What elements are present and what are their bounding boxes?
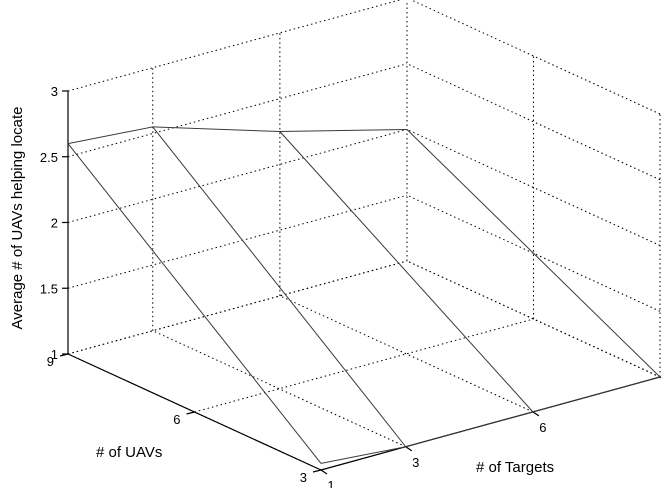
surface-edge <box>67 143 322 464</box>
z-tick-label: 1.5 <box>40 281 58 296</box>
z-tick-label: 2 <box>51 216 58 231</box>
surface-edge <box>279 131 534 413</box>
grid-line <box>406 63 661 181</box>
z-axis-label: Average # of UAVs helping locate <box>9 107 26 330</box>
grid-line <box>406 260 661 378</box>
grid-line <box>67 129 408 223</box>
grid-lines <box>67 0 661 471</box>
x-tick-label: 3 <box>412 455 419 470</box>
grid-line <box>67 0 402 92</box>
surface-edge <box>532 376 661 413</box>
y-tick-label: 9 <box>47 354 54 369</box>
grid-line <box>152 330 406 448</box>
surface-edge <box>405 411 534 448</box>
surface-mesh <box>67 126 661 464</box>
surface-edge <box>406 129 661 378</box>
y-tick-mark <box>186 411 195 415</box>
tick-labels: 136936911.522.53 <box>40 84 547 488</box>
x-tick-mark <box>320 469 328 475</box>
z-tick-label: 2.5 <box>40 150 58 165</box>
z-tick-label: 3 <box>51 84 58 99</box>
axes <box>59 90 661 475</box>
x-tick-mark <box>405 446 413 452</box>
x-tick-label: 6 <box>539 420 546 435</box>
z-tick-label: 1 <box>51 347 58 362</box>
y-tick-label: 3 <box>300 470 307 485</box>
x-axis-label: # of Targets <box>476 459 554 476</box>
grid-line <box>410 0 661 115</box>
surface-edge <box>67 126 153 145</box>
surface-edge <box>152 126 280 132</box>
y-axis-label: # of UAVs <box>96 444 162 461</box>
y-tick-label: 6 <box>173 412 180 427</box>
x-tick-label: 1 <box>327 478 334 488</box>
y-tick-mark <box>312 469 322 473</box>
x-tick-mark <box>532 411 540 417</box>
grid-line <box>67 63 408 158</box>
surface-edge <box>320 446 406 464</box>
surface-edge <box>279 129 408 132</box>
grid-line <box>194 318 534 413</box>
grid-line <box>67 194 408 289</box>
surface-edge <box>152 126 407 448</box>
grid-line <box>67 260 408 355</box>
grid-line <box>406 129 661 246</box>
grid-line <box>279 295 534 413</box>
grid-line <box>406 194 661 312</box>
